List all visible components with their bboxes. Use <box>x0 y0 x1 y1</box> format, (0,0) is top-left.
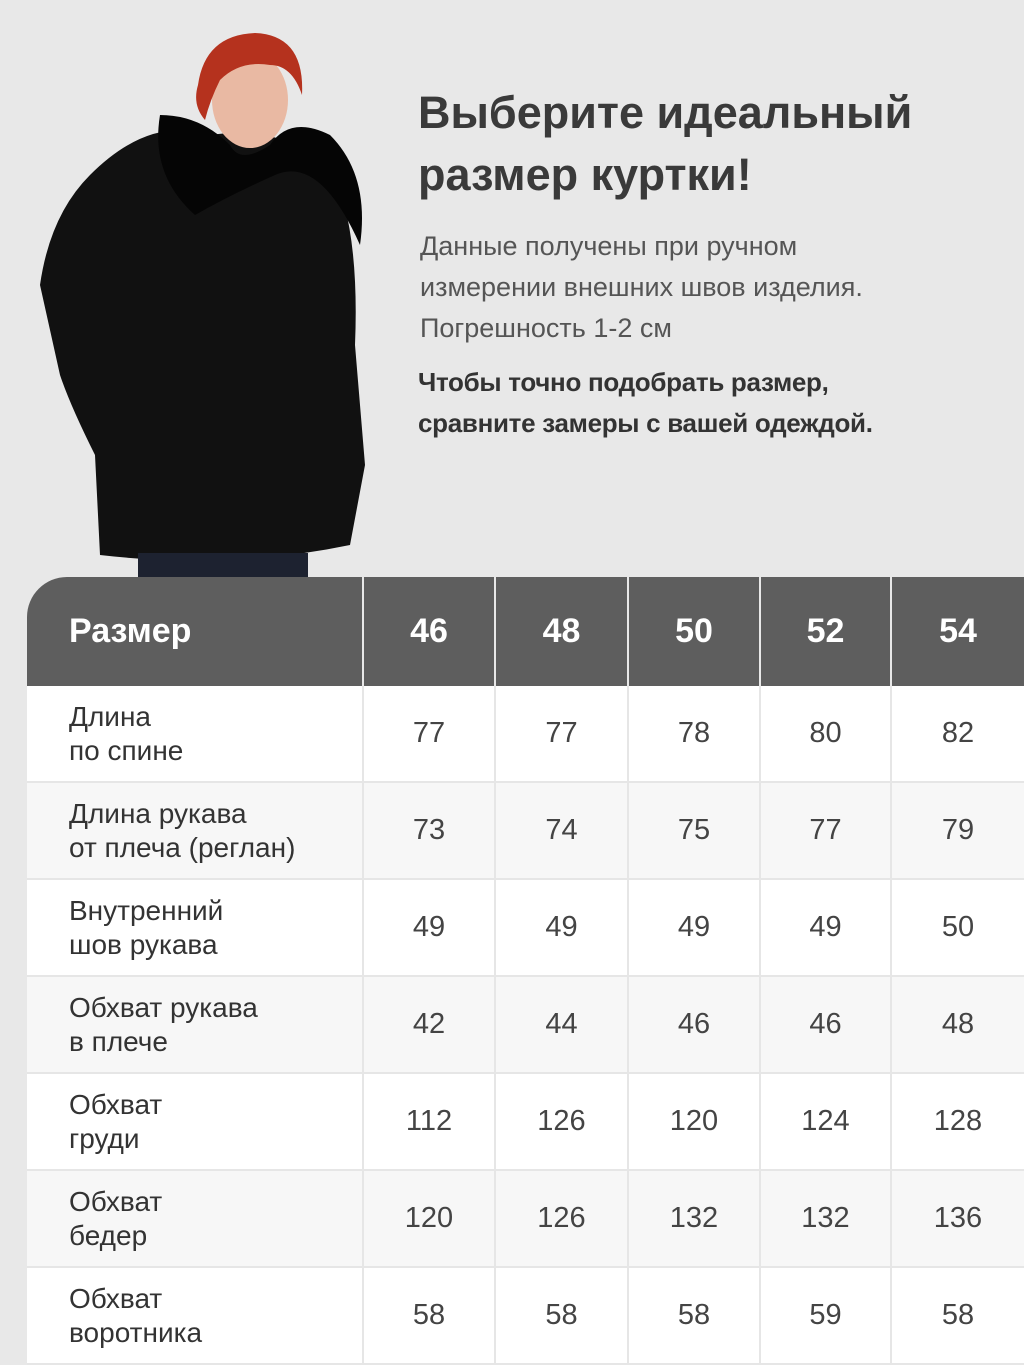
table-row: Обхват воротника 58 58 58 59 58 <box>27 1267 1024 1365</box>
measurement-value: 132 <box>628 1170 761 1268</box>
measurement-description: Данные получены при ручном измерении вне… <box>420 226 1020 349</box>
size-column-header: 46 <box>363 577 496 686</box>
measurement-value: 120 <box>628 1073 761 1171</box>
measurement-label: Обхват бедер <box>27 1170 364 1268</box>
measurement-value: 82 <box>891 686 1024 783</box>
label-line: Обхват <box>69 1088 163 1120</box>
measurement-value: 50 <box>891 879 1024 977</box>
measurement-value: 80 <box>760 686 892 783</box>
label-line: от плеча (реглан) <box>69 831 296 863</box>
note-line: Чтобы точно подобрать размер, <box>418 367 829 397</box>
measurement-value: 126 <box>495 1170 629 1268</box>
label-line: Длина рукава <box>69 797 247 829</box>
measurement-value: 58 <box>495 1267 629 1365</box>
label-line: груди <box>69 1122 140 1154</box>
measurement-value: 75 <box>628 782 761 880</box>
desc-line: Погрешность 1-2 см <box>420 313 672 343</box>
size-column-header: 54 <box>891 577 1024 686</box>
measurement-value: 74 <box>495 782 629 880</box>
table-row: Обхват рукава в плече 42 44 46 46 48 <box>27 976 1024 1074</box>
fit-advice: Чтобы точно подобрать размер, сравните з… <box>418 362 1024 444</box>
measurement-value: 124 <box>760 1073 892 1171</box>
measurement-value: 59 <box>760 1267 892 1365</box>
measurement-value: 49 <box>628 879 761 977</box>
measurement-label: Длина по спине <box>27 686 364 783</box>
label-line: по спине <box>69 734 184 766</box>
measurement-value: 58 <box>363 1267 496 1365</box>
measurement-label: Обхват воротника <box>27 1267 364 1365</box>
measurement-value: 132 <box>760 1170 892 1268</box>
label-line: Обхват <box>69 1282 163 1314</box>
label-line: в плече <box>69 1025 168 1057</box>
title-line: размер куртки! <box>418 149 752 200</box>
measurement-label: Обхват рукава в плече <box>27 976 364 1074</box>
measurement-value: 73 <box>363 782 496 880</box>
measurement-value: 49 <box>495 879 629 977</box>
page-title: Выберите идеальный размер куртки! <box>418 82 1018 206</box>
measurement-value: 77 <box>760 782 892 880</box>
measurement-value: 48 <box>891 976 1024 1074</box>
label-line: Обхват <box>69 1185 163 1217</box>
measurement-value: 46 <box>628 976 761 1074</box>
table-row: Обхват груди 112 126 120 124 128 <box>27 1073 1024 1171</box>
desc-line: Данные получены при ручном <box>420 231 798 261</box>
desc-line: измерении внешних швов изделия. <box>420 272 863 302</box>
size-header-label: Размер <box>27 577 364 686</box>
measurement-value: 136 <box>891 1170 1024 1268</box>
note-line: сравните замеры с вашей одеждой. <box>418 408 873 438</box>
measurement-value: 46 <box>760 976 892 1074</box>
jacket-shape <box>40 130 365 561</box>
table-row: Внутренний шов рукава 49 49 49 49 50 <box>27 879 1024 977</box>
measurement-value: 120 <box>363 1170 496 1268</box>
fur-collar <box>158 115 362 245</box>
title-line: Выберите идеальный <box>418 87 913 138</box>
measurement-value: 79 <box>891 782 1024 880</box>
model-photo <box>40 33 365 580</box>
size-column-header: 50 <box>628 577 761 686</box>
label-line: Обхват рукава <box>69 991 258 1023</box>
table-row: Длина рукава от плеча (реглан) 73 74 75 77 79 <box>27 782 1024 880</box>
table-row: Длина по спине 77 77 78 80 82 <box>27 686 1024 783</box>
face <box>212 52 288 148</box>
label-line: шов рукава <box>69 928 218 960</box>
measurement-value: 44 <box>495 976 629 1074</box>
trousers <box>138 553 308 580</box>
measurement-value: 49 <box>760 879 892 977</box>
measurement-value: 126 <box>495 1073 629 1171</box>
hair <box>196 33 303 120</box>
table-row: Обхват бедер 120 126 132 132 136 <box>27 1170 1024 1268</box>
measurement-label: Длина рукава от плеча (реглан) <box>27 782 364 880</box>
measurement-value: 78 <box>628 686 761 783</box>
size-column-header: 52 <box>760 577 892 686</box>
label-line: Длина <box>69 700 151 732</box>
size-column-header: 48 <box>495 577 629 686</box>
measurement-value: 42 <box>363 976 496 1074</box>
measurement-label: Внутренний шов рукава <box>27 879 364 977</box>
measurement-value: 77 <box>363 686 496 783</box>
size-header-row: Размер 46 48 50 52 54 <box>27 577 1024 686</box>
measurement-label: Обхват груди <box>27 1073 364 1171</box>
measurement-value: 77 <box>495 686 629 783</box>
label-line: Внутренний <box>69 894 224 926</box>
label-line: бедер <box>69 1219 148 1251</box>
label-line: воротника <box>69 1316 203 1348</box>
measurement-value: 128 <box>891 1073 1024 1171</box>
measurement-value: 58 <box>628 1267 761 1365</box>
measurement-value: 112 <box>363 1073 496 1171</box>
size-table: Размер 46 48 50 52 54 Длина по спине 77 77 78 80 8… <box>27 577 1024 1365</box>
measurement-value: 49 <box>363 879 496 977</box>
measurement-value: 58 <box>891 1267 1024 1365</box>
